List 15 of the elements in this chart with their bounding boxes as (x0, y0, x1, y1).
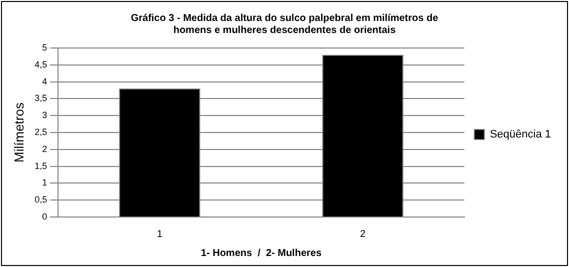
y-tick-label: 0 (42, 211, 48, 222)
x-axis-title: 1- Homens / 2- Mulheres (200, 248, 322, 259)
y-tick-label: 4 (42, 76, 48, 86)
y-tick-label: 1 (42, 178, 48, 188)
y-tick-label: 2,5 (34, 126, 48, 137)
chart-title: Gráfico 3 - Medida da altura do sulco palpebral em milímetros de homens e mulheres descendentes de orientais (130, 12, 439, 36)
y-tick-label: 0,5 (34, 194, 48, 205)
y-tick-label: 2 (42, 144, 48, 154)
y-tick-label: 3 (42, 110, 48, 120)
y-tick-label: 1,5 (34, 160, 48, 171)
y-tick-label: 5 (42, 42, 48, 52)
y-tick-label: 4,5 (34, 59, 48, 70)
legend-label: Seqüência 1 (490, 128, 552, 141)
y-axis-title: Milímetros (11, 102, 26, 162)
y-tick-label: 3,5 (34, 93, 48, 104)
